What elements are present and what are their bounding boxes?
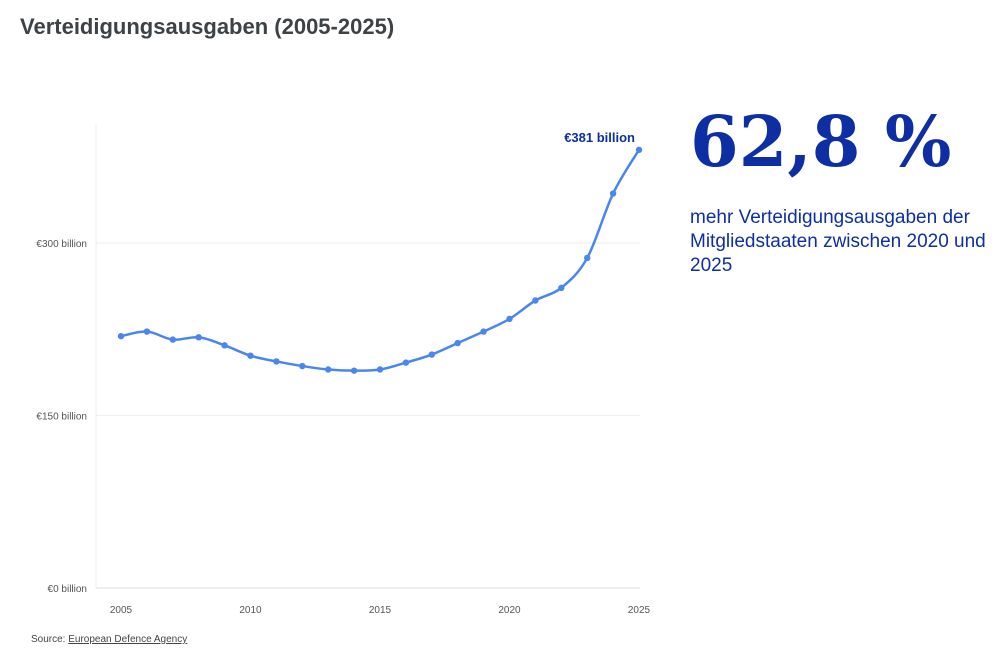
y-tick-label: €150 billion [36,412,87,423]
data-point [506,315,513,323]
source-label: Source: [31,634,66,645]
data-point [350,367,358,374]
data-point [325,366,332,373]
x-tick-label: 2015 [369,605,392,616]
data-point [635,146,643,154]
source: Source: European Defence Agency [31,634,187,645]
data-point [558,284,565,292]
data-point [299,362,306,370]
x-tick-label: 2005 [110,605,133,616]
data-point [428,351,435,358]
line-chart: €0 billion €150 billion €300 billion 2005 20… [36,125,651,616]
data-point [532,297,539,304]
data-point [247,352,254,359]
data-point [195,334,202,341]
data-point [117,332,125,340]
annotation-label: €381 billion [564,130,635,145]
data-point [376,366,384,373]
chart-title: Verteidigungsausgaben (2005-2025) [20,14,395,39]
data-point [480,328,487,335]
y-tick-label: €300 billion [36,239,87,250]
data-point [454,339,461,347]
x-tick-label: 2020 [498,605,521,616]
source-link[interactable]: European Defence Agency [68,634,188,645]
x-tick-label: 2025 [628,605,651,616]
highlight-value: 62,8 % [690,100,952,183]
data-point [609,190,617,197]
data-point [169,336,176,343]
y-tick-label: €0 billion [48,584,87,595]
x-tick-label: 2010 [239,605,262,616]
data-point [273,358,280,365]
highlight-text: mehr Verteidigungsausgaben der Mitglieds… [690,207,986,276]
data-point [584,254,591,262]
data-point [402,359,410,366]
data-point [221,342,228,349]
data-point [143,328,151,335]
